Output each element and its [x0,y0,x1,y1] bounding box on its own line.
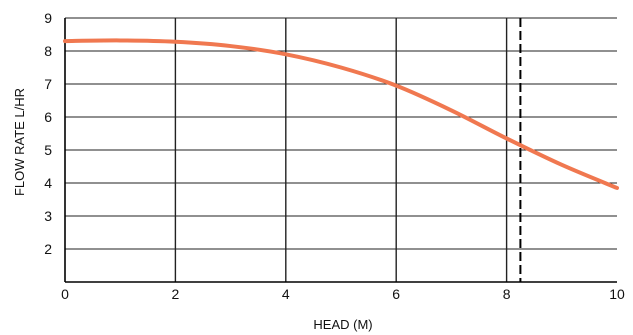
y-tick-label: 6 [44,109,52,125]
y-tick-label: 4 [44,175,52,191]
series-line-0 [63,38,619,190]
x-tick-label: 10 [609,286,625,302]
x-tick-label: 6 [392,286,400,302]
y-axis-label: FLOW RATE L/HR [12,88,27,196]
grid [65,17,617,282]
y-tick-labels: 2 3 4 5 6 7 8 9 [44,10,52,257]
x-axis-label: HEAD (M) [313,317,372,332]
x-tick-label: 4 [282,286,290,302]
y-tick-label: 2 [44,241,52,257]
x-tick-labels: 0 2 4 6 8 10 [61,286,625,302]
x-tick-label: 8 [503,286,511,302]
x-tick-label: 2 [172,286,180,302]
y-tick-label: 9 [44,10,52,26]
y-tick-label: 3 [44,208,52,224]
axes [64,18,617,283]
series-group [63,38,619,190]
x-tick-label: 0 [61,286,69,302]
y-tick-label: 7 [44,76,52,92]
y-tick-label: 8 [44,43,52,59]
y-tick-label: 5 [44,142,52,158]
